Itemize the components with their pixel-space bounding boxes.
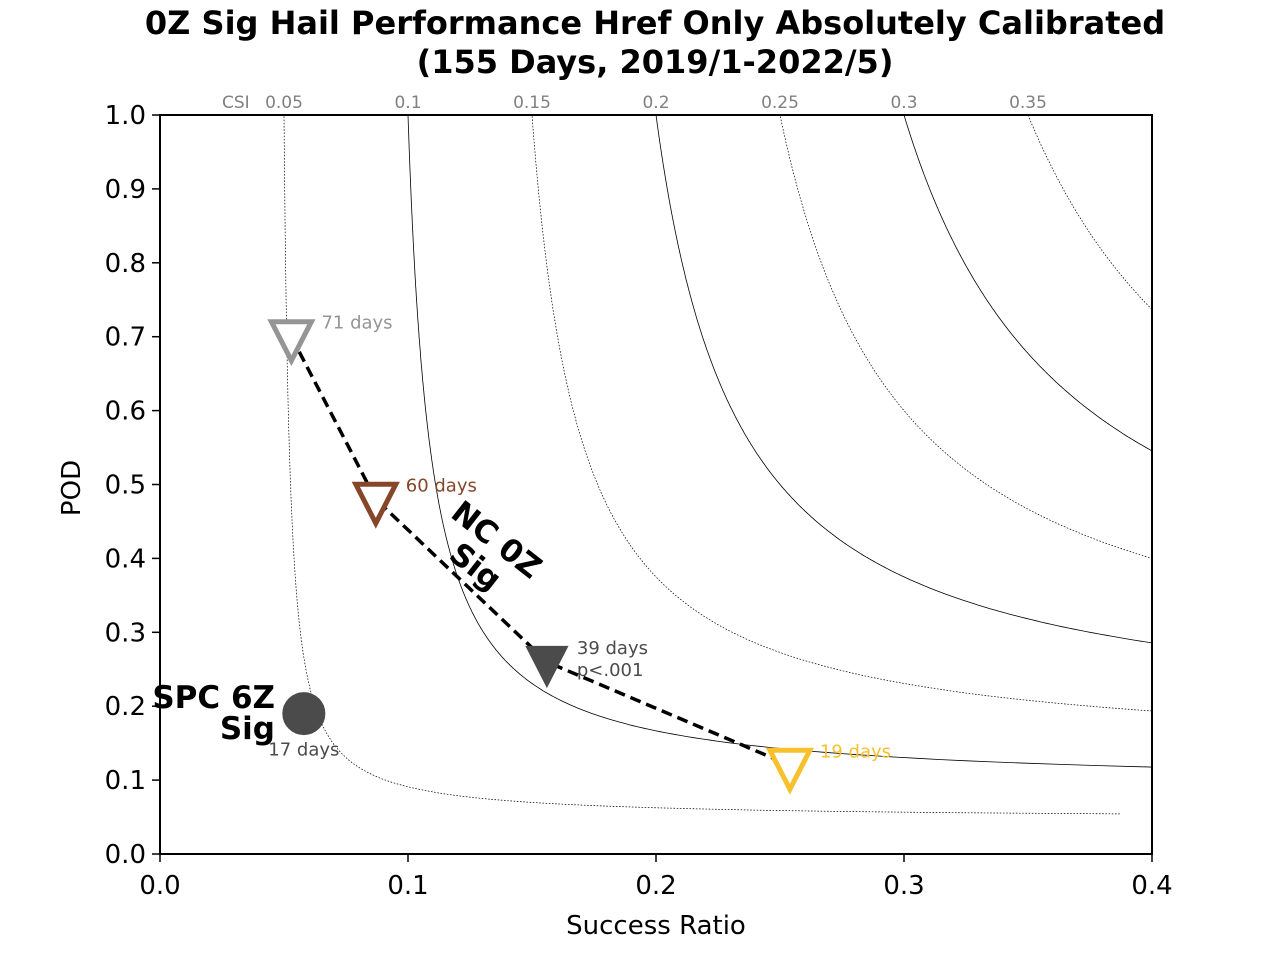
x-axis-label: Success Ratio [566, 911, 746, 941]
y-tick-label-8: 0.8 [105, 249, 146, 279]
chart-title-line1: 0Z Sig Hail Performance Href Only Absolu… [145, 4, 1165, 42]
spc-label-line1: SPC 6Z [152, 680, 275, 716]
csi-contour-2 [531, 115, 1152, 712]
nc-sig-label-2: p<.001 [577, 660, 644, 681]
csi-contour-label-4: 0.25 [761, 93, 799, 113]
csi-contours [283, 115, 1152, 815]
csi-contour-4 [779, 115, 1152, 559]
y-tick-label-6: 0.6 [105, 397, 146, 427]
nc-days-label-3: 19 days [820, 741, 891, 762]
y-tick-label-5: 0.5 [105, 471, 146, 501]
chart-title-line2: (155 Days, 2019/1-2022/5) [417, 43, 894, 81]
nc-marker-2 [525, 645, 569, 689]
x-tick-label-2: 0.2 [635, 871, 676, 901]
y-axis: 0.0 0.1 0.2 0.3 0.4 0.5 0.6 0.7 0.8 0.9 1.0 [105, 101, 160, 870]
x-tick-label-4: 0.4 [1131, 871, 1172, 901]
markers [267, 319, 814, 795]
x-tick-label-3: 0.3 [883, 871, 924, 901]
nc-days-label-1: 60 days [406, 475, 477, 496]
csi-contour-label-1: 0.1 [394, 93, 421, 113]
nc-dashed-line [289, 335, 791, 767]
nc-series-label: NC 0ZSig [423, 494, 548, 613]
csi-contour-label-5: 0.3 [890, 93, 917, 113]
nc-days-label-0: 71 days [321, 313, 392, 334]
nc-marker-3 [765, 747, 814, 795]
csi-contour-label-2: 0.15 [513, 93, 551, 113]
csi-contour-5 [903, 115, 1152, 452]
y-tick-label-9: 0.9 [105, 175, 146, 205]
series-line [289, 335, 791, 767]
csi-axis-label: CSI [222, 93, 250, 113]
spc-marker-0 [282, 692, 326, 736]
y-tick-label-10: 1.0 [105, 101, 146, 131]
nc-marker-0 [267, 319, 316, 367]
csi-contour-label-0: 0.05 [265, 93, 303, 113]
x-tick-label-1: 0.1 [387, 871, 428, 901]
y-tick-label-0: 0.0 [105, 840, 146, 870]
csi-contour-label-6: 0.35 [1009, 93, 1047, 113]
csi-contour-6 [1027, 115, 1152, 310]
csi-labels: 0.05 0.1 0.15 0.2 0.25 0.3 0.35 [265, 93, 1047, 113]
spc-days-label-0: 17 days [268, 740, 339, 761]
csi-contour-1 [407, 115, 1152, 768]
nc-days-label-2: 39 days [577, 638, 648, 659]
spc-label-line2: Sig [220, 711, 275, 747]
y-tick-label-4: 0.4 [105, 544, 146, 574]
y-tick-label-1: 0.1 [105, 766, 146, 796]
y-axis-label: POD [57, 460, 87, 516]
y-tick-label-7: 0.7 [105, 323, 146, 353]
csi-contour-3 [655, 115, 1152, 644]
csi-contour-0 [283, 115, 1120, 815]
y-tick-label-2: 0.2 [105, 692, 146, 722]
nc-marker-1 [351, 481, 400, 529]
x-tick-label-0: 0.0 [139, 871, 180, 901]
y-tick-label-3: 0.3 [105, 618, 146, 648]
csi-contour-label-3: 0.2 [642, 93, 669, 113]
x-axis: 0.0 0.1 0.2 0.3 0.4 [139, 854, 1173, 901]
